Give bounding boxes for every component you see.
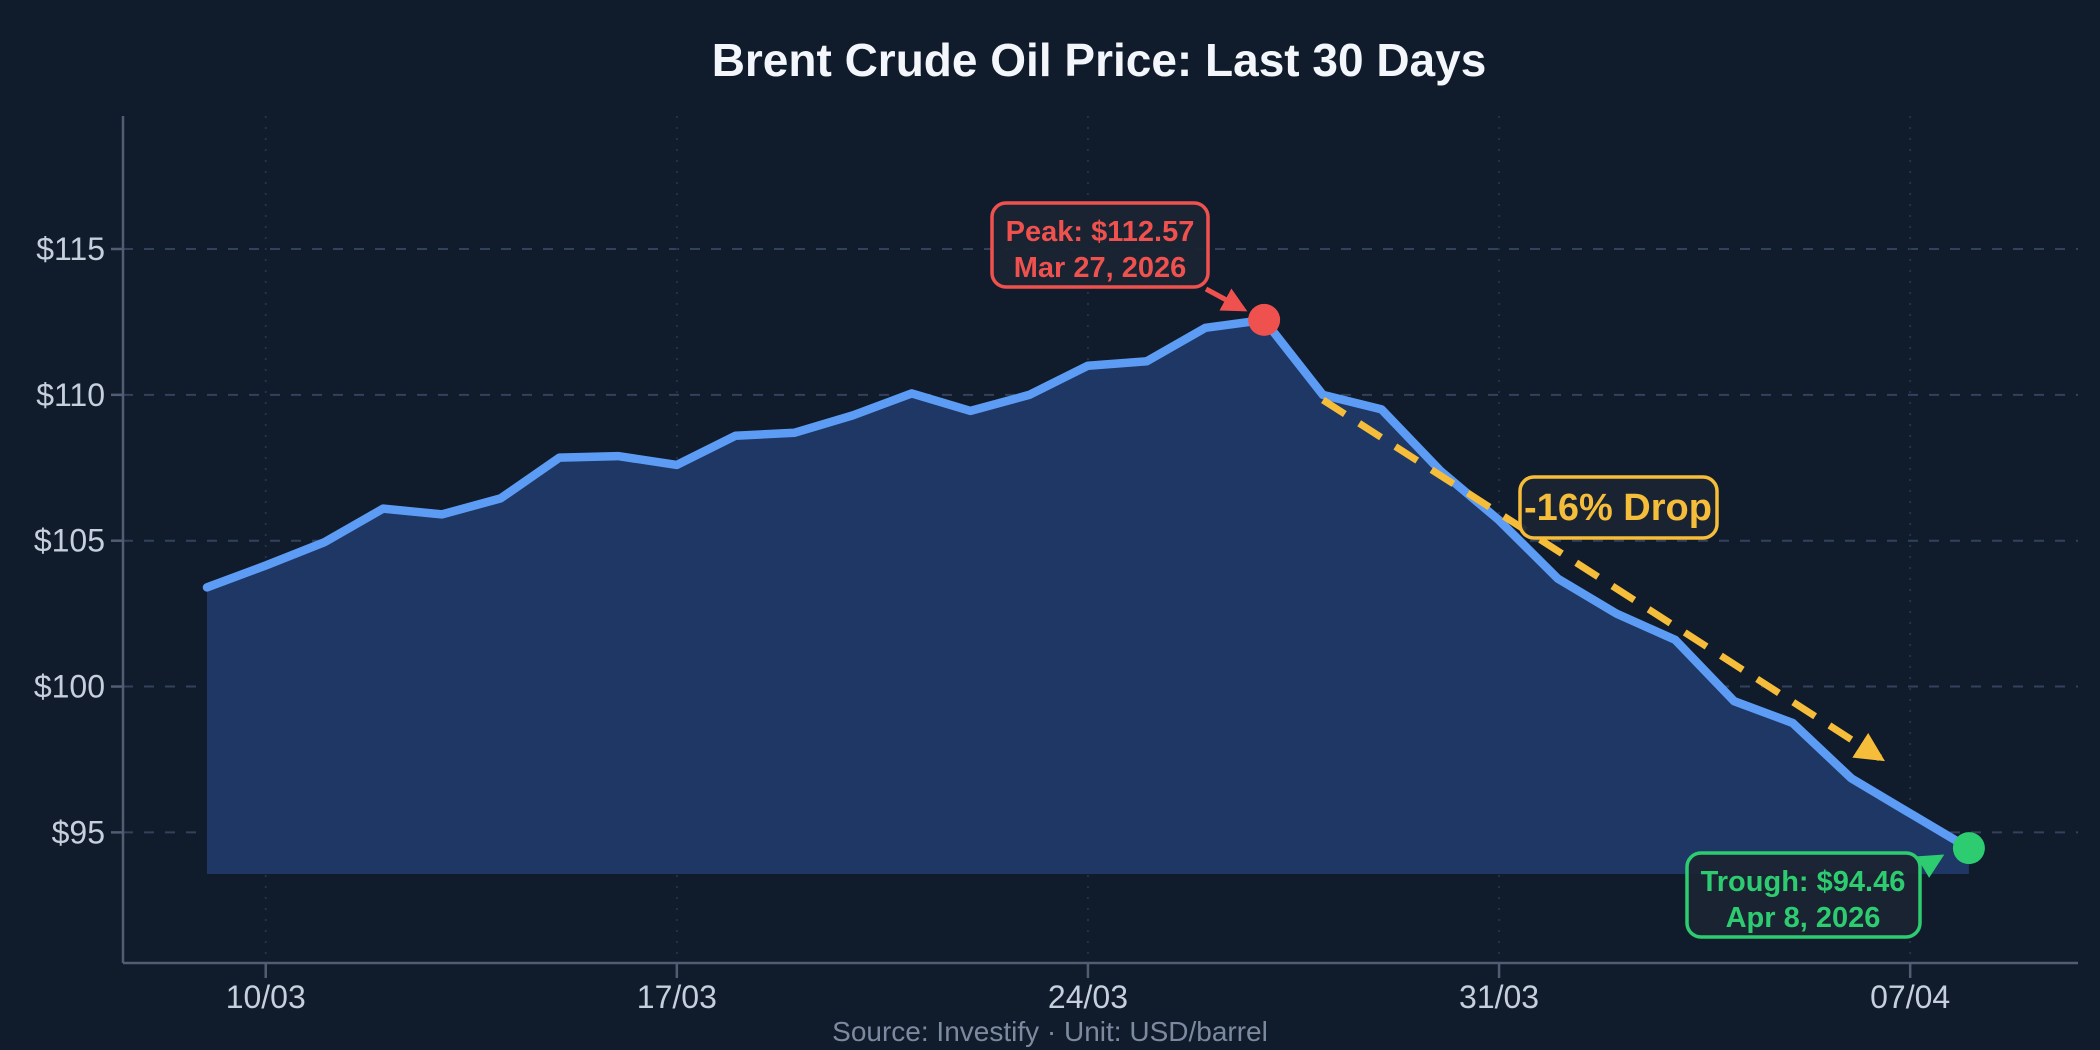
drop-annotation: -16% Drop bbox=[1518, 475, 1719, 540]
y-tick-label: $105 bbox=[34, 523, 105, 559]
trough-pointer-arrow bbox=[1916, 854, 1945, 878]
peak-pointer-arrow bbox=[1204, 286, 1248, 312]
annotation-arrows bbox=[1204, 286, 1945, 878]
x-tick-label: 31/03 bbox=[1459, 979, 1539, 1015]
source-footer: Source: Investify · Unit: USD/barrel bbox=[832, 1016, 1268, 1047]
peak-annotation-date: Mar 27, 2026 bbox=[1014, 252, 1187, 284]
drop-annotation-label: -16% Drop bbox=[1524, 487, 1712, 529]
trough-annotation-value: Trough: $94.46 bbox=[1701, 866, 1906, 898]
peak-annotation-box bbox=[990, 201, 1210, 289]
chart-title: Brent Crude Oil Price: Last 30 Days bbox=[712, 34, 1487, 86]
x-tick-label: 24/03 bbox=[1048, 979, 1128, 1015]
trough-annotation-box bbox=[1685, 851, 1922, 939]
y-tick-label: $95 bbox=[52, 814, 105, 850]
x-tick-label: 07/04 bbox=[1870, 979, 1950, 1015]
trough-annotation: Trough: $94.46 Apr 8, 2026 bbox=[1685, 851, 1922, 939]
peak-annotation: Peak: $112.57 Mar 27, 2026 bbox=[990, 201, 1210, 289]
x-tick-label: 17/03 bbox=[637, 979, 717, 1015]
extreme-point-markers bbox=[1248, 303, 1985, 865]
y-tick-label: $115 bbox=[36, 231, 105, 267]
y-tick-label: $100 bbox=[34, 669, 105, 705]
price-series bbox=[202, 315, 1974, 874]
drop-trend-arrow bbox=[1321, 397, 1885, 762]
y-tick-label: $110 bbox=[36, 377, 105, 413]
x-tick-label: 10/03 bbox=[226, 979, 306, 1015]
trough-annotation-date: Apr 8, 2026 bbox=[1726, 902, 1881, 934]
price-area-fill bbox=[207, 319, 1969, 874]
peak-point-dot bbox=[1248, 303, 1281, 336]
trough-point-dot bbox=[1952, 832, 1985, 865]
price-line bbox=[202, 315, 1974, 853]
drop-annotation-box bbox=[1518, 475, 1719, 540]
peak-annotation-value: Peak: $112.57 bbox=[1006, 216, 1195, 248]
